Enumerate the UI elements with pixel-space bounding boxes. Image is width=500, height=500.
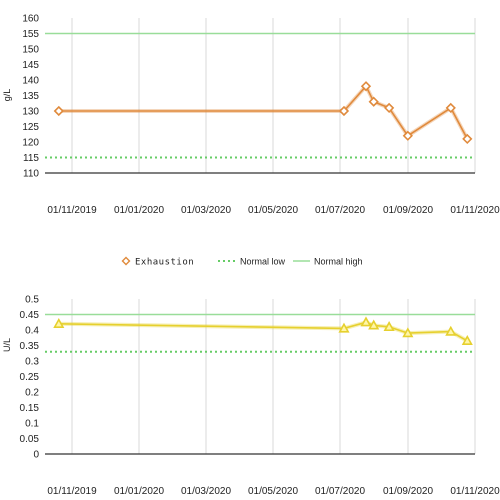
y-tick-label: 0.05 — [20, 434, 40, 445]
y-axis-title: U/L — [2, 338, 12, 352]
x-tick-label: 01/07/2020 — [315, 486, 365, 497]
x-tick-label: 01/07/2020 — [315, 205, 365, 216]
y-tick-label: 120 — [22, 138, 39, 149]
data-point-diamond — [445, 102, 456, 114]
data-point-diamond — [383, 102, 395, 114]
y-tick-label: 0.45 — [20, 310, 40, 321]
x-tick-label: 01/11/2020 — [450, 486, 500, 497]
y-tick-label: 125 — [22, 122, 39, 133]
series-line — [58, 321, 468, 342]
x-tick-label: 01/09/2020 — [383, 205, 433, 216]
data-point-triangle — [445, 325, 457, 336]
y-tick-label: 150 — [22, 45, 39, 56]
legend-label-exhaustion: Exhaustion — [135, 258, 194, 268]
y-tick-label: 0.15 — [20, 403, 40, 414]
data-point-triangle — [338, 322, 350, 333]
data-point-diamond — [368, 96, 379, 107]
series-line — [58, 85, 469, 140]
data-point-diamond — [360, 81, 372, 92]
x-tick-label: 01/09/2020 — [383, 486, 433, 497]
x-tick-label: 01/01/2020 — [114, 205, 164, 216]
x-tick-label: 01/11/2019 — [47, 205, 97, 216]
y-tick-label: 0.1 — [25, 419, 39, 430]
x-tick-label: 01/03/2020 — [181, 486, 231, 497]
data-point-diamond — [338, 105, 350, 117]
x-tick-label: 01/01/2020 — [114, 486, 164, 497]
y-tick-label: 0.2 — [25, 388, 39, 399]
x-tick-label: 01/05/2020 — [248, 205, 298, 216]
y-tick-label: 0 — [33, 450, 39, 461]
data-point-triangle — [461, 335, 473, 346]
data-point-triangle — [383, 321, 395, 332]
data-point-triangle — [53, 317, 65, 328]
y-axis-title: g/L — [2, 89, 12, 102]
y-tick-label: 0.35 — [20, 341, 40, 352]
legend-marker-exhaustion — [121, 256, 131, 266]
x-tick-label: 01/11/2020 — [450, 205, 500, 216]
series-line-shadow — [58, 84, 470, 140]
y-tick-label: 140 — [22, 76, 39, 87]
data-point-diamond — [402, 130, 413, 141]
y-tick-label: 145 — [22, 60, 39, 71]
y-tick-label: 130 — [22, 107, 39, 118]
legend-label-normal-high: Normal high — [314, 257, 363, 267]
y-tick-label: 0.3 — [25, 357, 39, 368]
y-tick-label: 0.5 — [25, 295, 39, 306]
y-tick-label: 110 — [23, 169, 39, 180]
x-tick-label: 01/03/2020 — [181, 205, 231, 216]
y-tick-label: 135 — [22, 91, 39, 102]
y-tick-label: 0.25 — [20, 372, 40, 383]
data-point-diamond — [53, 105, 64, 117]
data-point-triangle — [368, 319, 380, 330]
data-point-diamond — [462, 133, 473, 145]
x-tick-label: 01/05/2020 — [248, 486, 298, 497]
data-point-triangle — [360, 316, 372, 327]
data-point-triangle — [402, 327, 414, 338]
legend-label-normal-low: Normal low — [240, 257, 286, 267]
y-tick-label: 0.4 — [25, 326, 39, 337]
x-tick-label: 01/11/2019 — [47, 486, 97, 497]
y-tick-label: 155 — [22, 29, 39, 40]
y-tick-label: 115 — [23, 153, 39, 164]
y-tick-label: 160 — [22, 14, 39, 25]
